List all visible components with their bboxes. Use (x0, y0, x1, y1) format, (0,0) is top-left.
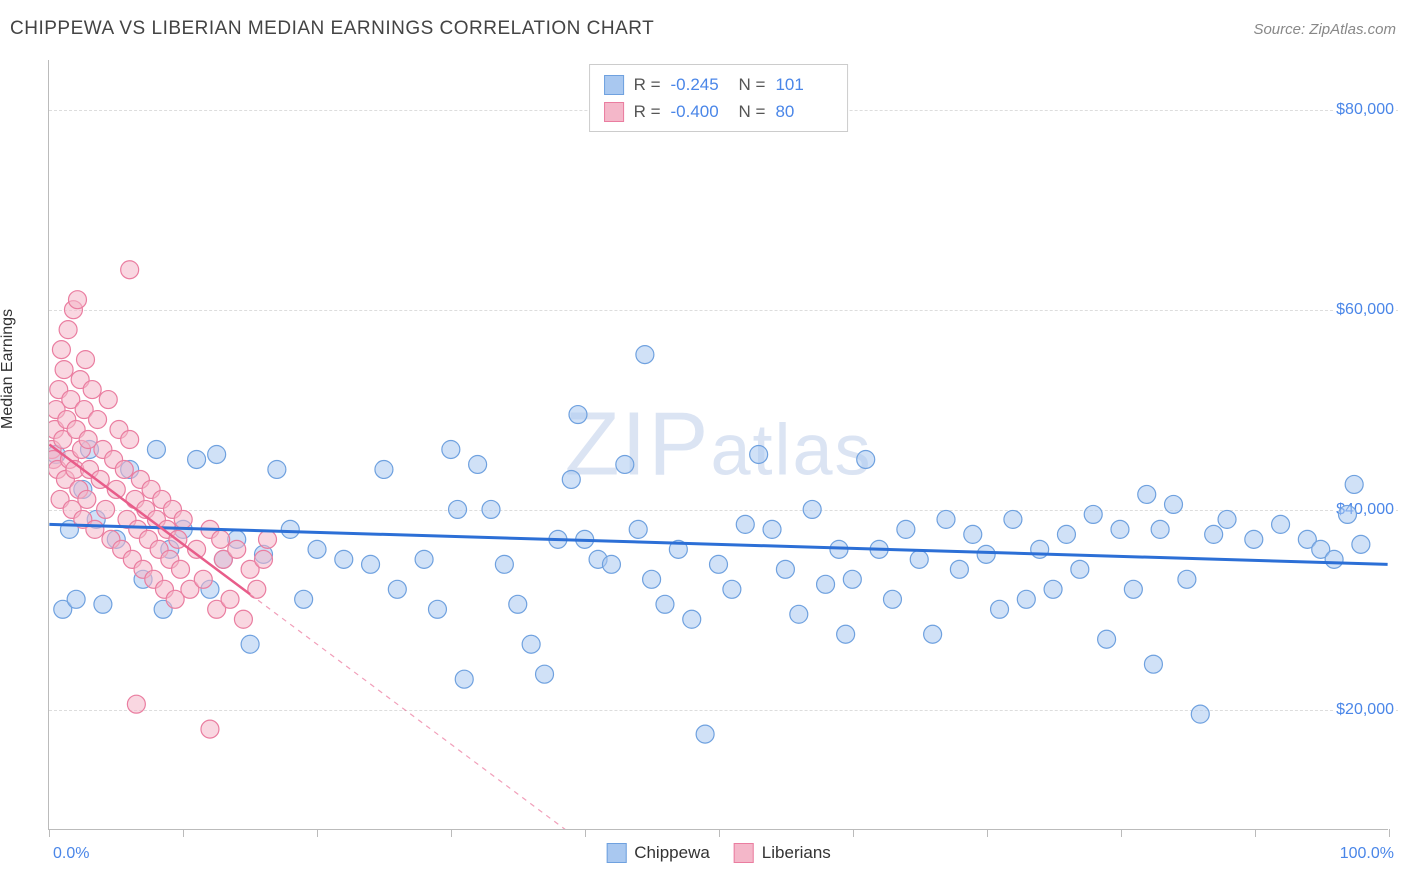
x-tick (49, 829, 50, 837)
x-tick (719, 829, 720, 837)
n-label: N = (739, 71, 766, 98)
r-value-chippewa: -0.245 (671, 71, 729, 98)
x-tick (987, 829, 988, 837)
trend-line (49, 524, 1387, 564)
x-tick (317, 829, 318, 837)
x-tick (183, 829, 184, 837)
r-value-liberians: -0.400 (671, 98, 729, 125)
x-tick (1255, 829, 1256, 837)
stats-row-liberians: R = -0.400 N = 80 (604, 98, 834, 125)
x-axis-min-label: 0.0% (53, 845, 89, 863)
plot-area: ZIPatlas $20,000$40,000$60,000$80,000 R … (48, 60, 1388, 830)
x-tick (1389, 829, 1390, 837)
x-tick (853, 829, 854, 837)
n-value-chippewa: 101 (775, 71, 833, 98)
x-tick (451, 829, 452, 837)
swatch-chippewa (604, 75, 624, 95)
legend-label-chippewa: Chippewa (634, 843, 710, 863)
swatch-liberians (734, 843, 754, 863)
swatch-chippewa (606, 843, 626, 863)
legend-label-liberians: Liberians (762, 843, 831, 863)
n-label: N = (739, 98, 766, 125)
legend-item-chippewa: Chippewa (606, 843, 710, 863)
x-tick (1121, 829, 1122, 837)
swatch-liberians (604, 102, 624, 122)
trend-line-extrapolation (250, 594, 585, 829)
y-axis-label: Median Earnings (0, 309, 17, 429)
n-value-liberians: 80 (775, 98, 833, 125)
x-tick (585, 829, 586, 837)
stats-row-chippewa: R = -0.245 N = 101 (604, 71, 834, 98)
x-axis-max-label: 100.0% (1340, 845, 1394, 863)
legend-item-liberians: Liberians (734, 843, 831, 863)
source-attribution: Source: ZipAtlas.com (1253, 21, 1396, 38)
stats-legend: R = -0.245 N = 101 R = -0.400 N = 80 (589, 64, 849, 132)
r-label: R = (634, 98, 661, 125)
series-legend: Chippewa Liberians (606, 843, 831, 863)
r-label: R = (634, 71, 661, 98)
trend-lines-layer (49, 60, 1388, 829)
trend-line (49, 445, 250, 595)
chart-title: CHIPPEWA VS LIBERIAN MEDIAN EARNINGS COR… (10, 18, 654, 40)
